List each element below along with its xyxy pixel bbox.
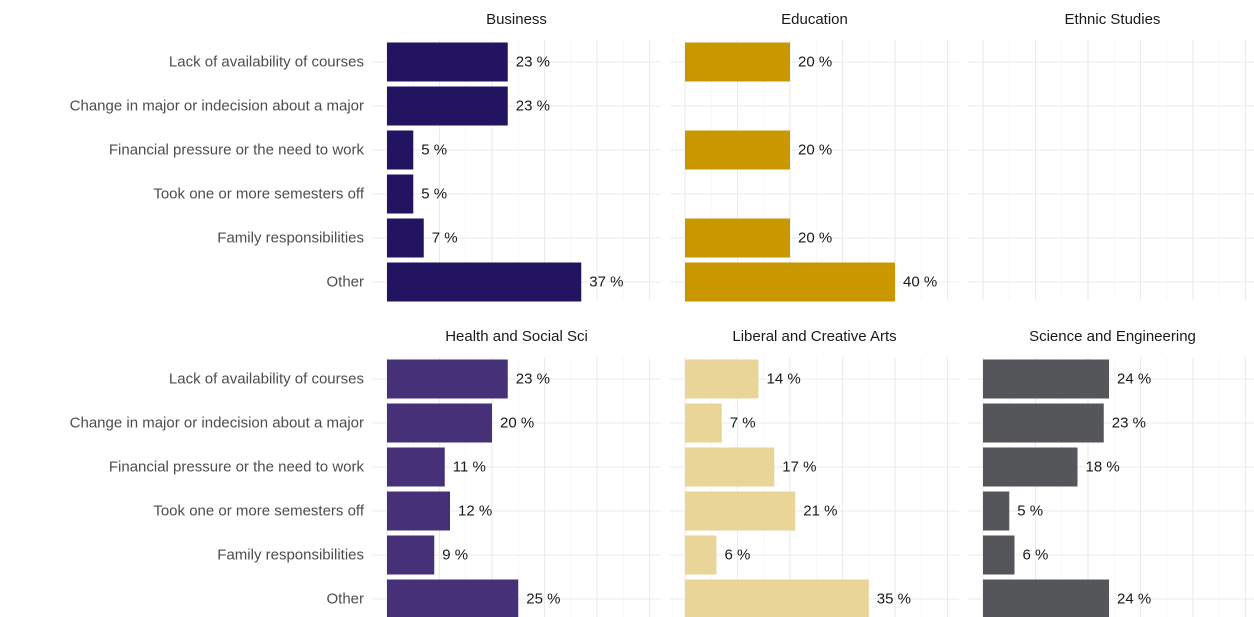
value-label-business-other: 37 % [589, 274, 623, 291]
y-tick-label-family-responsibilities: Family responsibilities [217, 547, 364, 564]
y-tick-label-financial-pressure-or-the-need-to-work: Financial pressure or the need to work [109, 459, 365, 476]
y-tick-label-took-one-or-more-semesters-off: Took one or more semesters off [153, 186, 364, 203]
bar-liberal-and-creative-arts-family-responsibilities [685, 535, 717, 575]
value-label-science-and-engineering-family-responsibilities: 6 % [1023, 547, 1049, 564]
bar-science-and-engineering-change-in-major-or-indecision-about-a-major [983, 403, 1104, 443]
value-label-liberal-and-creative-arts-change-in-major-or-indecision-about-a-major: 7 % [730, 415, 756, 432]
value-label-liberal-and-creative-arts-other: 35 % [877, 591, 911, 608]
y-tick-label-other: Other [326, 274, 364, 291]
y-axis-labels: Lack of availability of courses Change in… [70, 54, 365, 608]
bar-business-lack-of-availability-of-courses [387, 42, 508, 82]
bar-liberal-and-creative-arts-financial-pressure-or-the-need-to-work [685, 447, 775, 487]
bar-business-other [387, 262, 582, 302]
bar-health-and-social-sci-took-one-or-more-semesters-off [387, 491, 450, 531]
facet-title-health-and-social-sci: Health and Social Sci [445, 328, 588, 345]
value-label-education-financial-pressure-or-the-need-to-work: 20 % [798, 142, 832, 159]
value-label-health-and-social-sci-family-responsibilities: 9 % [442, 547, 468, 564]
value-label-health-and-social-sci-change-in-major-or-indecision-about-a-major: 20 % [500, 415, 534, 432]
bar-science-and-engineering-other [983, 579, 1109, 617]
bar-education-financial-pressure-or-the-need-to-work [685, 130, 790, 170]
bar-science-and-engineering-financial-pressure-or-the-need-to-work [983, 447, 1078, 487]
value-label-health-and-social-sci-other: 25 % [526, 591, 560, 608]
value-label-liberal-and-creative-arts-financial-pressure-or-the-need-to-work: 17 % [782, 459, 816, 476]
bar-health-and-social-sci-change-in-major-or-indecision-about-a-major [387, 403, 492, 443]
bar-health-and-social-sci-other [387, 579, 519, 617]
facet-title-ethnic-studies: Ethnic Studies [1065, 11, 1161, 28]
y-tick-label-family-responsibilities: Family responsibilities [217, 230, 364, 247]
bar-business-took-one-or-more-semesters-off [387, 174, 414, 214]
facet-title-liberal-and-creative-arts: Liberal and Creative Arts [732, 328, 896, 345]
value-label-business-family-responsibilities: 7 % [432, 230, 458, 247]
value-label-business-took-one-or-more-semesters-off: 5 % [421, 186, 447, 203]
value-label-education-other: 40 % [903, 274, 937, 291]
y-tick-label-lack-of-availability-of-courses: Lack of availability of courses [169, 371, 364, 388]
value-label-science-and-engineering-other: 24 % [1117, 591, 1151, 608]
y-tick-label-change-in-major-or-indecision-about-a-major: Change in major or indecision about a ma… [70, 98, 364, 115]
y-tick-label-lack-of-availability-of-courses: Lack of availability of courses [169, 54, 364, 71]
value-label-science-and-engineering-change-in-major-or-indecision-about-a-major: 23 % [1112, 415, 1146, 432]
bar-science-and-engineering-family-responsibilities [983, 535, 1015, 575]
value-label-education-family-responsibilities: 20 % [798, 230, 832, 247]
y-tick-label-financial-pressure-or-the-need-to-work: Financial pressure or the need to work [109, 142, 365, 159]
value-label-science-and-engineering-financial-pressure-or-the-need-to-work: 18 % [1086, 459, 1120, 476]
value-label-health-and-social-sci-lack-of-availability-of-courses: 23 % [516, 371, 550, 388]
facet-title-business: Business [486, 11, 547, 28]
bar-education-family-responsibilities [685, 218, 790, 258]
value-label-business-financial-pressure-or-the-need-to-work: 5 % [421, 142, 447, 159]
value-label-liberal-and-creative-arts-family-responsibilities: 6 % [725, 547, 751, 564]
value-label-education-lack-of-availability-of-courses: 20 % [798, 54, 832, 71]
value-label-business-change-in-major-or-indecision-about-a-major: 23 % [516, 98, 550, 115]
bar-health-and-social-sci-lack-of-availability-of-courses [387, 359, 508, 399]
panel-ethnic-studies [968, 40, 1254, 300]
y-tick-label-other: Other [326, 591, 364, 608]
value-label-liberal-and-creative-arts-took-one-or-more-semesters-off: 21 % [803, 503, 837, 520]
value-label-business-lack-of-availability-of-courses: 23 % [516, 54, 550, 71]
bar-education-other [685, 262, 895, 302]
bar-education-lack-of-availability-of-courses [685, 42, 790, 82]
y-tick-label-took-one-or-more-semesters-off: Took one or more semesters off [153, 503, 364, 520]
bar-business-change-in-major-or-indecision-about-a-major [387, 86, 508, 126]
facet-title-education: Education [781, 11, 848, 28]
value-label-health-and-social-sci-took-one-or-more-semesters-off: 12 % [458, 503, 492, 520]
value-label-science-and-engineering-took-one-or-more-semesters-off: 5 % [1017, 503, 1043, 520]
value-label-health-and-social-sci-financial-pressure-or-the-need-to-work: 11 % [453, 459, 486, 476]
value-label-liberal-and-creative-arts-lack-of-availability-of-courses: 14 % [767, 371, 801, 388]
facet-titles: Business Education Ethnic Studies Health an… [445, 11, 1196, 345]
value-labels: 23 % 23 % 5 % 5 % 7 % 37 % 20 % 20 % 20 % 40 % 23 … [421, 54, 1151, 608]
bar-business-financial-pressure-or-the-need-to-work [387, 130, 414, 170]
bar-liberal-and-creative-arts-lack-of-availability-of-courses [685, 359, 759, 399]
bar-liberal-and-creative-arts-took-one-or-more-semesters-off [685, 491, 796, 531]
bar-business-family-responsibilities [387, 218, 424, 258]
chart-bars [387, 42, 1109, 617]
bar-science-and-engineering-lack-of-availability-of-courses [983, 359, 1109, 399]
bar-science-and-engineering-took-one-or-more-semesters-off [983, 491, 1010, 531]
y-tick-label-change-in-major-or-indecision-about-a-major: Change in major or indecision about a ma… [70, 415, 364, 432]
value-label-science-and-engineering-lack-of-availability-of-courses: 24 % [1117, 371, 1151, 388]
facet-title-science-and-engineering: Science and Engineering [1029, 328, 1196, 345]
bar-health-and-social-sci-family-responsibilities [387, 535, 435, 575]
bar-health-and-social-sci-financial-pressure-or-the-need-to-work [387, 447, 445, 487]
bar-liberal-and-creative-arts-change-in-major-or-indecision-about-a-major [685, 403, 722, 443]
bar-liberal-and-creative-arts-other [685, 579, 869, 617]
